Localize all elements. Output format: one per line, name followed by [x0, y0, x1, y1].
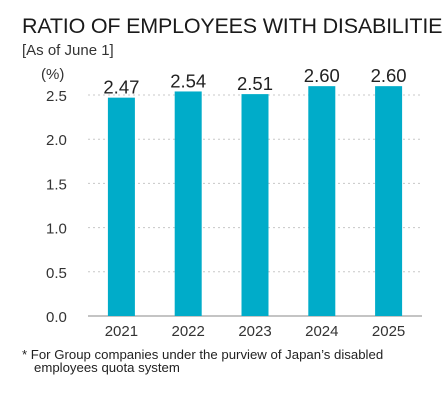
y-tick-label: 1.0: [46, 221, 67, 238]
x-tick-label-2023: 2023: [238, 323, 271, 340]
chart-title: RATIO OF EMPLOYEES WITH DISABILITIES: [22, 14, 442, 38]
footnote-line-1: * For Group companies under the purview …: [22, 347, 384, 362]
data-label-2024: 2.60: [304, 65, 340, 86]
y-unit-label: (%): [41, 66, 65, 83]
data-label-2021: 2.47: [103, 77, 139, 98]
x-tick-label-2021: 2021: [105, 323, 138, 340]
x-tick-label-2024: 2024: [305, 323, 338, 340]
bar-2023: [241, 94, 269, 316]
bar-2024: [308, 86, 336, 316]
y-tick-label: 0.0: [46, 309, 67, 326]
bar-2025: [375, 86, 403, 316]
data-label-2022: 2.54: [170, 70, 206, 91]
footnote-line-2: employees quota system: [34, 360, 180, 375]
x-tick-label-2025: 2025: [372, 323, 405, 340]
y-tick-label: 1.5: [46, 176, 67, 193]
bar-2022: [174, 91, 202, 317]
data-label-2025: 2.60: [371, 65, 407, 86]
footnote: * For Group companies under the purview …: [22, 348, 432, 374]
y-tick-label: 2.5: [46, 88, 67, 105]
bar-2021: [107, 97, 135, 316]
y-tick-label: 0.5: [46, 265, 67, 282]
x-tick-label-2022: 2022: [172, 323, 205, 340]
data-label-2023: 2.51: [237, 73, 273, 94]
chart-subtitle: [As of June 1]: [22, 42, 114, 59]
y-tick-label: 2.0: [46, 132, 67, 149]
